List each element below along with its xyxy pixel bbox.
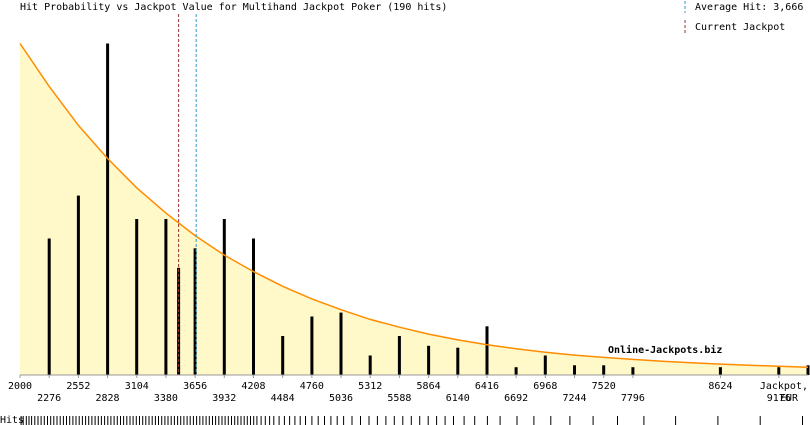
x-tick-label: 7244 bbox=[562, 393, 586, 404]
hit-bar bbox=[543, 355, 547, 375]
x-tick-label: 4760 bbox=[300, 381, 324, 392]
hit-bar bbox=[514, 367, 518, 375]
x-tick-label: 6140 bbox=[446, 393, 470, 404]
hit-bar bbox=[485, 326, 489, 376]
chart-title: Hit Probability vs Jackpot Value for Mul… bbox=[20, 2, 447, 13]
x-axis-ticks: 2000 2552 3104 3656 4208 4760 5312 5864 6416 6968… bbox=[8, 375, 791, 404]
x-tick-label: 8624 bbox=[708, 381, 732, 392]
x-tick-label: 7796 bbox=[621, 393, 645, 404]
hit-bar bbox=[222, 219, 226, 375]
x-tick-label: 7520 bbox=[592, 381, 616, 392]
hit-bar bbox=[777, 367, 781, 375]
hit-bar bbox=[106, 43, 110, 375]
x-tick-label: 2000 bbox=[8, 381, 32, 392]
legend-current-label: Current Jackpot bbox=[695, 22, 785, 33]
x-tick-label: 5036 bbox=[329, 393, 353, 404]
probability-area bbox=[20, 43, 808, 375]
x-tick-label: 6968 bbox=[533, 381, 557, 392]
hit-bar bbox=[368, 355, 372, 375]
hit-bar bbox=[164, 219, 168, 375]
hit-bar bbox=[252, 238, 255, 375]
hit-bar bbox=[397, 336, 401, 375]
x-tick-label: 5588 bbox=[387, 393, 411, 404]
x-tick-label: 2552 bbox=[66, 381, 90, 392]
x-tick-label: 6416 bbox=[475, 381, 499, 392]
legend: Average Hit: 3,666 Current Jackpot bbox=[684, 1, 803, 33]
hit-bar bbox=[135, 219, 139, 375]
hit-bar bbox=[47, 238, 51, 375]
hit-bar bbox=[456, 347, 460, 375]
hits-rug bbox=[20, 416, 803, 425]
hit-bar bbox=[281, 336, 285, 375]
hit-bar bbox=[602, 365, 606, 376]
hit-bar bbox=[427, 345, 431, 376]
x-tick-label: 4208 bbox=[241, 381, 265, 392]
hit-bar bbox=[339, 312, 343, 375]
x-axis-label: Jackpot, bbox=[760, 381, 808, 392]
x-tick-label: 6692 bbox=[504, 393, 528, 404]
hit-bar bbox=[76, 195, 80, 375]
hit-bar bbox=[573, 365, 576, 376]
hit-bar bbox=[806, 365, 810, 376]
x-tick-label: 4484 bbox=[271, 393, 295, 404]
probability-curve bbox=[19, 43, 809, 368]
x-tick-label: 5864 bbox=[417, 381, 441, 392]
x-tick-label: 9176 bbox=[767, 393, 791, 404]
hit-bar bbox=[718, 367, 722, 375]
x-tick-label: 3104 bbox=[125, 381, 149, 392]
x-axis-unit: EUR bbox=[780, 393, 799, 404]
hit-bar bbox=[631, 367, 635, 375]
legend-average-label: Average Hit: 3,666 bbox=[695, 2, 803, 13]
x-tick-label: 3932 bbox=[212, 393, 236, 404]
hit-bar bbox=[310, 316, 314, 375]
x-tick-label: 2276 bbox=[37, 393, 61, 404]
watermark: Online-Jackpots.biz bbox=[608, 344, 722, 356]
x-tick-label: 5312 bbox=[358, 381, 382, 392]
x-tick-label: 3656 bbox=[183, 381, 207, 392]
hit-bar bbox=[193, 248, 197, 376]
hits-label: Hits bbox=[0, 415, 24, 425]
plot-area bbox=[19, 14, 810, 376]
x-tick-label: 3380 bbox=[154, 393, 178, 404]
x-tick-label: 2828 bbox=[96, 393, 120, 404]
